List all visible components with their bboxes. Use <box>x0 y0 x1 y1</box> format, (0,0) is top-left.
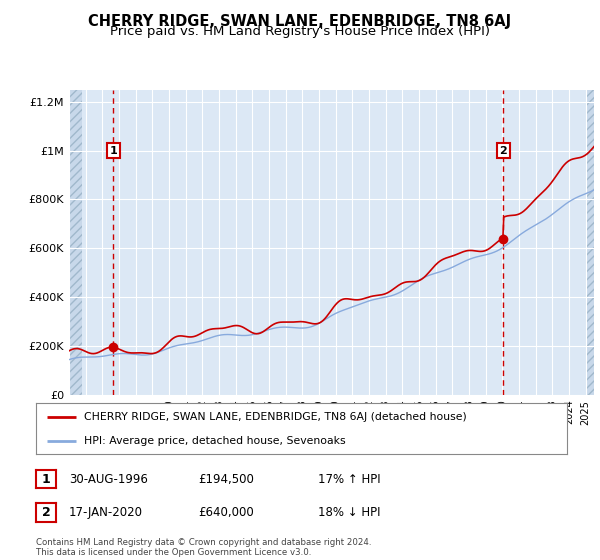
Text: 2: 2 <box>499 146 507 156</box>
Text: Price paid vs. HM Land Registry's House Price Index (HPI): Price paid vs. HM Land Registry's House … <box>110 25 490 38</box>
Text: 17-JAN-2020: 17-JAN-2020 <box>69 506 143 520</box>
Text: 30-AUG-1996: 30-AUG-1996 <box>69 473 148 486</box>
Bar <box>69 90 82 395</box>
Text: 1: 1 <box>109 146 117 156</box>
Bar <box>586 90 594 395</box>
Text: 1: 1 <box>41 473 50 486</box>
Text: £640,000: £640,000 <box>198 506 254 520</box>
Text: 18% ↓ HPI: 18% ↓ HPI <box>318 506 380 520</box>
Text: HPI: Average price, detached house, Sevenoaks: HPI: Average price, detached house, Seve… <box>84 436 346 446</box>
Text: CHERRY RIDGE, SWAN LANE, EDENBRIDGE, TN8 6AJ (detached house): CHERRY RIDGE, SWAN LANE, EDENBRIDGE, TN8… <box>84 412 467 422</box>
Text: £194,500: £194,500 <box>198 473 254 486</box>
Text: CHERRY RIDGE, SWAN LANE, EDENBRIDGE, TN8 6AJ: CHERRY RIDGE, SWAN LANE, EDENBRIDGE, TN8… <box>88 14 512 29</box>
Text: Contains HM Land Registry data © Crown copyright and database right 2024.
This d: Contains HM Land Registry data © Crown c… <box>36 538 371 557</box>
Text: 17% ↑ HPI: 17% ↑ HPI <box>318 473 380 486</box>
Text: 2: 2 <box>41 506 50 519</box>
